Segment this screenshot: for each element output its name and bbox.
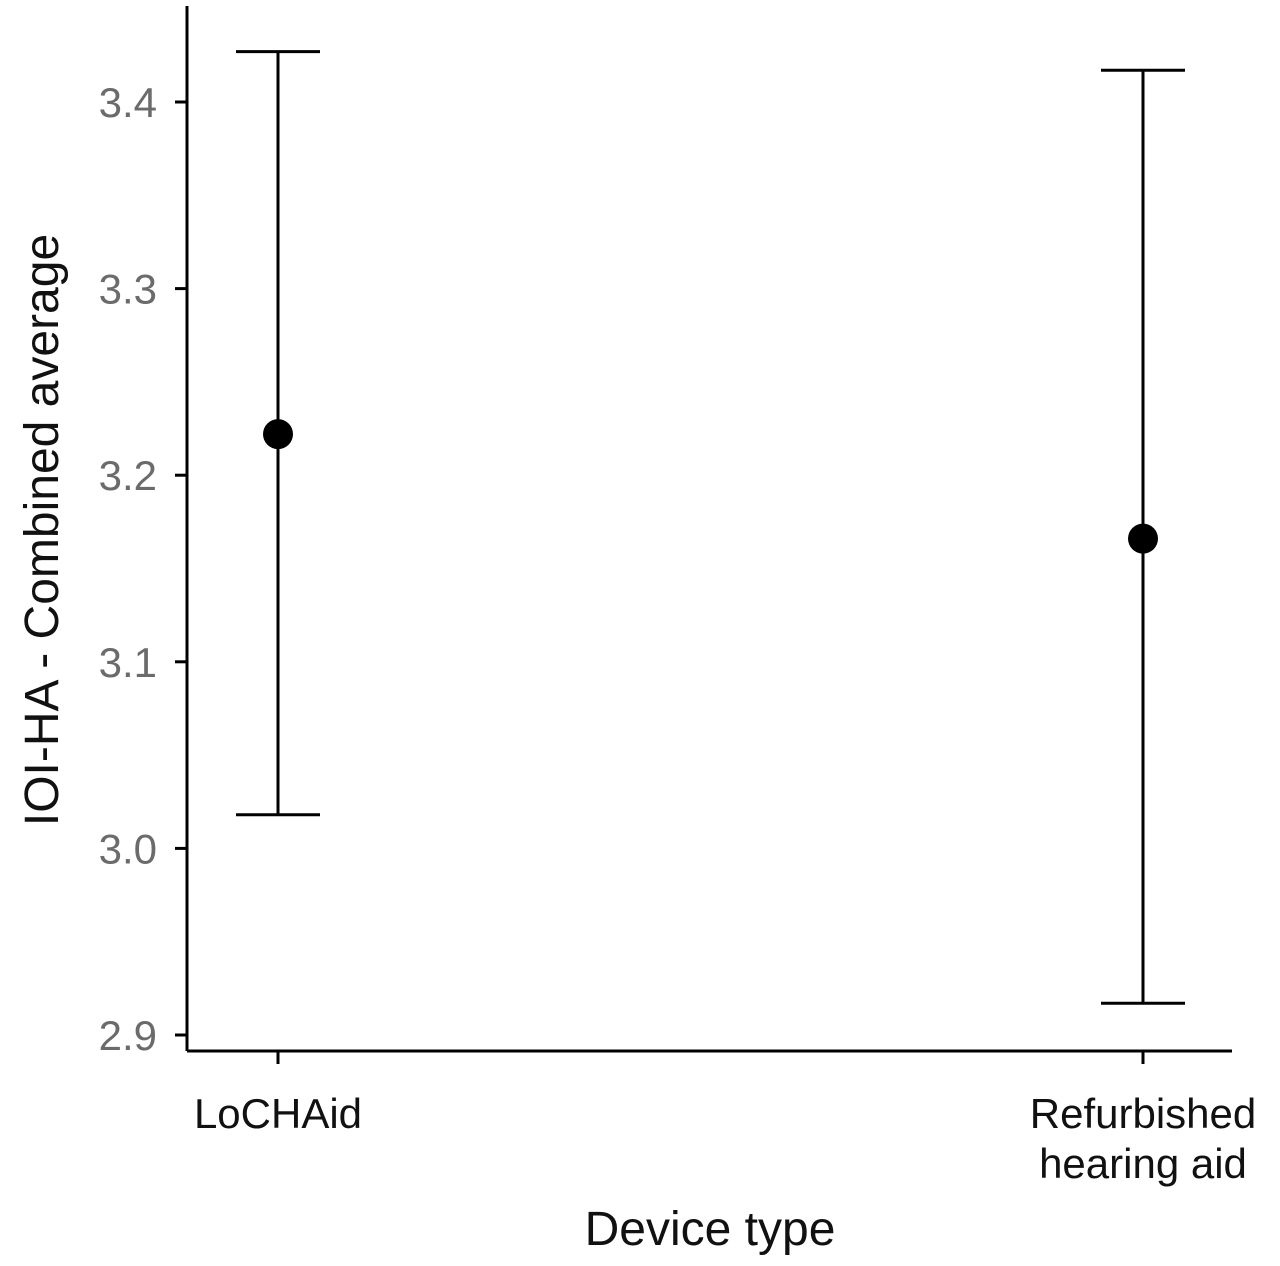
x-ticks: LoCHAid Refurbished hearing aid — [194, 1051, 1256, 1187]
y-tick-label: 3.2 — [99, 452, 157, 499]
x-axis-title: Device type — [585, 1203, 836, 1256]
y-tick-label: 3.4 — [99, 79, 157, 126]
y-tick-label: 3.0 — [99, 825, 157, 872]
y-tick-label: 3.1 — [99, 639, 157, 686]
error-bars — [236, 50, 1185, 1005]
axes — [185, 6, 1232, 1053]
y-axis-title: IOI-HA - Combined average — [16, 234, 69, 826]
y-ticks: 2.9 3.0 3.1 3.2 3.3 3.4 — [99, 79, 187, 1059]
y-tick-label: 2.9 — [99, 1012, 157, 1059]
y-tick-label: 3.3 — [99, 266, 157, 313]
mean-point — [1128, 523, 1158, 554]
x-tick-label: LoCHAid — [194, 1090, 362, 1137]
x-tick-label-line: hearing aid — [1039, 1140, 1247, 1187]
x-tick-label-line: LoCHAid — [194, 1090, 362, 1137]
x-tick-label: Refurbished hearing aid — [1030, 1090, 1256, 1187]
mean-point — [263, 419, 293, 450]
x-tick-label-line: Refurbished — [1030, 1090, 1256, 1137]
